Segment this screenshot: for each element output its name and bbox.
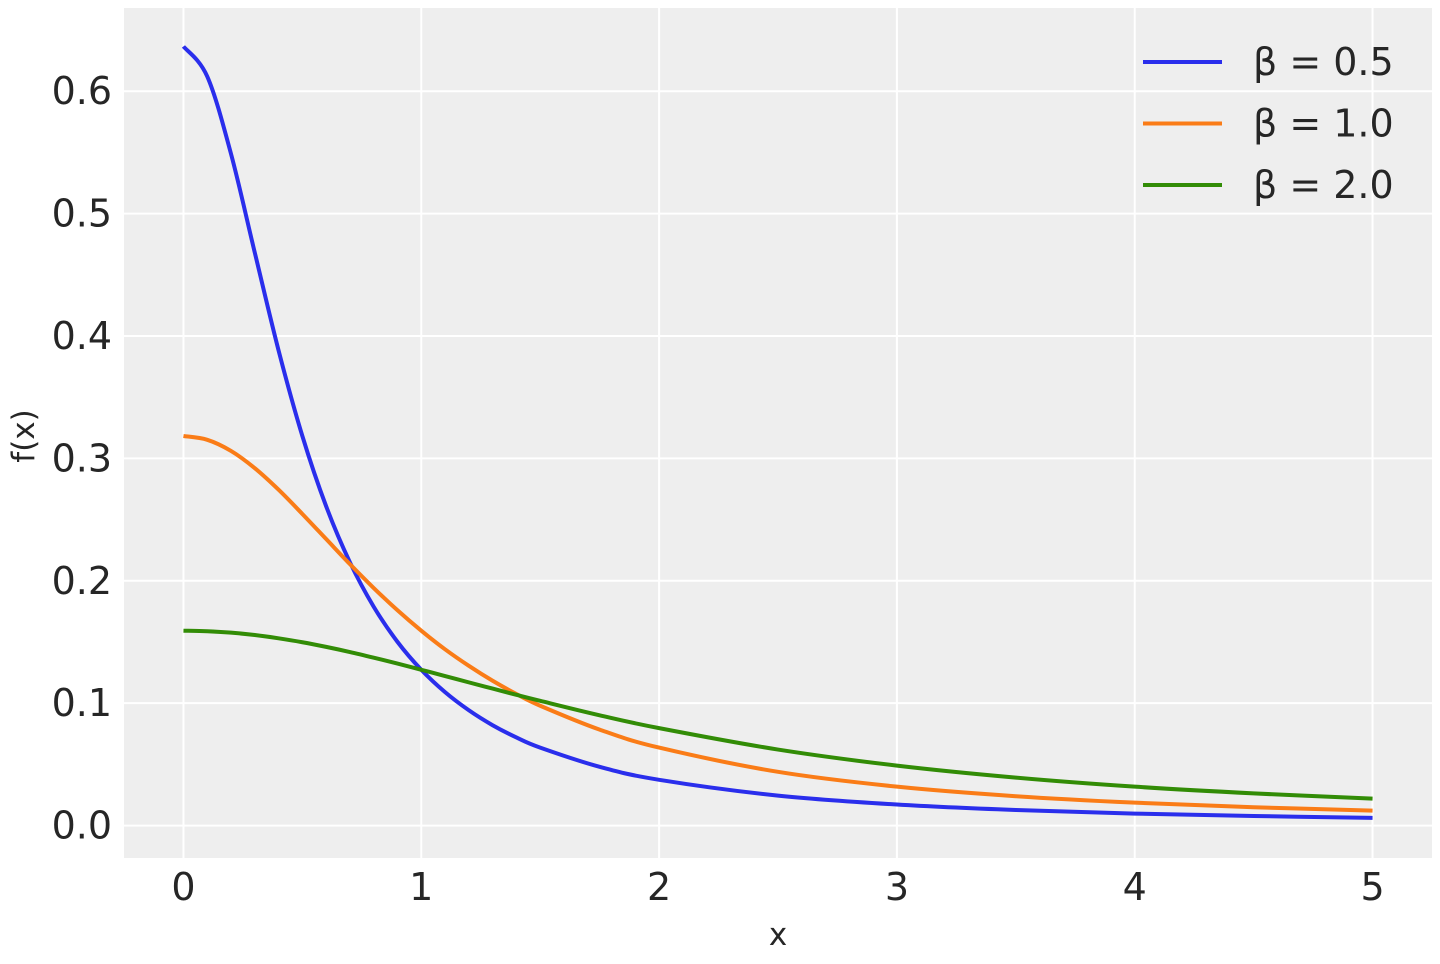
x-tick-label: 0 <box>171 865 195 909</box>
y-tick-label: 0.0 <box>52 804 112 848</box>
series-line-2 <box>183 628 1373 801</box>
x-axis-label: x <box>769 917 787 953</box>
series-line-1 <box>183 434 1373 813</box>
y-axis-label: f(x) <box>6 409 42 462</box>
legend-label-2: β = 2.0 <box>1253 163 1394 207</box>
plot-area <box>124 8 1432 858</box>
x-tick-label: 2 <box>647 865 671 909</box>
x-tick-label: 4 <box>1123 865 1147 909</box>
series-lines <box>181 45 1373 820</box>
y-tick-label: 0.4 <box>52 314 112 358</box>
grid <box>124 8 1432 858</box>
x-tick-labels: 0 1 2 3 4 5 <box>171 865 1384 909</box>
legend-label-1: β = 1.0 <box>1253 102 1394 146</box>
y-tick-labels: 0.0 0.1 0.2 0.3 0.4 0.5 0.6 <box>52 69 112 847</box>
y-tick-label: 0.1 <box>52 681 112 725</box>
legend: β = 0.5 β = 1.0 β = 2.0 <box>1143 40 1394 207</box>
x-tick-label: 1 <box>409 865 433 909</box>
y-tick-label: 0.5 <box>52 192 112 236</box>
x-tick-label: 3 <box>885 865 909 909</box>
y-tick-label: 0.6 <box>52 69 112 113</box>
x-tick-label: 5 <box>1360 865 1384 909</box>
y-tick-label: 0.3 <box>52 436 112 480</box>
legend-label-0: β = 0.5 <box>1253 40 1394 84</box>
y-tick-label: 0.2 <box>52 559 112 603</box>
series-line-0 <box>181 45 1373 820</box>
